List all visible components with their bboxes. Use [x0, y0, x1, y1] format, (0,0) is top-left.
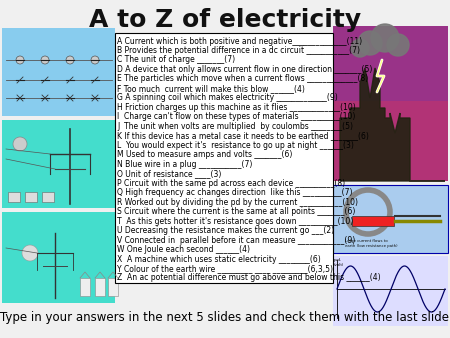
Text: Q High frequency ac changes direction  like this __________(7): Q High frequency ac changes direction li…: [117, 188, 352, 197]
Text: V Connected in  parallel before it can measure ____________(9): V Connected in parallel before it can me…: [117, 236, 355, 245]
Circle shape: [351, 39, 369, 57]
Bar: [8, 192, 20, 202]
Text: A Current which is both positive and negative______________(11): A Current which is both positive and neg…: [117, 37, 362, 46]
Circle shape: [91, 56, 99, 64]
Polygon shape: [340, 68, 445, 181]
Text: W One Joule each second ______(4): W One Joule each second ______(4): [117, 245, 250, 254]
Text: Type in your answers in the next 5 slides and check them with the last slide: Type in your answers in the next 5 slide…: [0, 312, 450, 324]
Bar: [333, 185, 448, 253]
Bar: [42, 192, 54, 202]
Text: Large current flows to
earth (low resistance path): Large current flows to earth (low resist…: [345, 239, 398, 248]
Text: T  As this gets hotter it's resistance goes down __________(10): T As this gets hotter it's resistance go…: [117, 217, 353, 226]
Bar: [2, 212, 115, 303]
Bar: [25, 192, 37, 202]
Text: P Circuit with the same pd across each device __________(8): P Circuit with the same pd across each d…: [117, 179, 345, 188]
Text: N Blue wire in a plug ___________(7): N Blue wire in a plug ___________(7): [117, 160, 252, 169]
Circle shape: [13, 137, 27, 151]
Bar: [80, 278, 90, 296]
Text: Z  An ac potential difference must go above and below this ______(4): Z An ac potential difference must go abo…: [117, 273, 381, 283]
Circle shape: [22, 245, 38, 261]
Text: X  A machine which uses static electricity ________(6): X A machine which uses static electricit…: [117, 255, 321, 264]
Text: B Provides the potential difference in a dc circuit ___________(7): B Provides the potential difference in a…: [117, 46, 360, 55]
Circle shape: [358, 31, 382, 55]
Text: G A spinning coil which makes electricity _____________(9): G A spinning coil which makes electricit…: [117, 93, 338, 102]
Bar: [333, 101, 448, 181]
Text: S Circuit where the current is the same at all points _______(6): S Circuit where the current is the same …: [117, 207, 356, 216]
Text: p.d.: p.d.: [334, 258, 342, 262]
Text: M Used to measure amps and volts _______(6): M Used to measure amps and volts _______…: [117, 150, 292, 159]
Text: O Unit of resistance ____(3): O Unit of resistance ____(3): [117, 169, 221, 178]
Circle shape: [66, 56, 74, 64]
Text: H Friction charges up this machine as it flies _____________(10): H Friction charges up this machine as it…: [117, 103, 356, 112]
Circle shape: [16, 56, 24, 64]
Bar: [352, 216, 394, 226]
Text: U Decreasing the resistance makes the current go ___(2): U Decreasing the resistance makes the cu…: [117, 226, 334, 235]
Text: J  The unit when volts are multiplied  by coulombs ________(5): J The unit when volts are multiplied by …: [117, 122, 353, 131]
Circle shape: [371, 24, 399, 52]
Text: C The unit of charge _______(7): C The unit of charge _______(7): [117, 55, 235, 65]
Text: K If this device has a metal case it needs to be earthed _______(6): K If this device has a metal case it nee…: [117, 131, 369, 140]
Bar: [2, 28, 115, 116]
Bar: [95, 278, 105, 296]
Bar: [333, 256, 448, 326]
Text: Y Colour of the earth wire _________ ____ _________(6,3,5): Y Colour of the earth wire _________ ___…: [117, 264, 333, 273]
Bar: [333, 26, 448, 181]
Circle shape: [387, 34, 409, 56]
Text: D A device that only allows current flow in one direction _______(5): D A device that only allows current flow…: [117, 65, 373, 74]
Text: A to Z of electricity: A to Z of electricity: [89, 8, 361, 32]
Text: F Too much  current will make this blow ______(4): F Too much current will make this blow _…: [117, 84, 305, 93]
Bar: [2, 120, 115, 208]
Text: E The particles which move when a current flows _____________(8): E The particles which move when a curren…: [117, 74, 368, 83]
Text: R Worked out by dividing the pd by the current ___________(10): R Worked out by dividing the pd by the c…: [117, 198, 358, 207]
Text: L  You would expect it's  resistance to go up at night ______(3): L You would expect it's resistance to go…: [117, 141, 354, 150]
Text: I  Charge can't flow on these types of materials __________(10): I Charge can't flow on these types of ma…: [117, 112, 356, 121]
Bar: [115, 33, 333, 283]
Circle shape: [41, 56, 49, 64]
Bar: [108, 278, 118, 296]
Text: (volt): (volt): [334, 263, 344, 267]
